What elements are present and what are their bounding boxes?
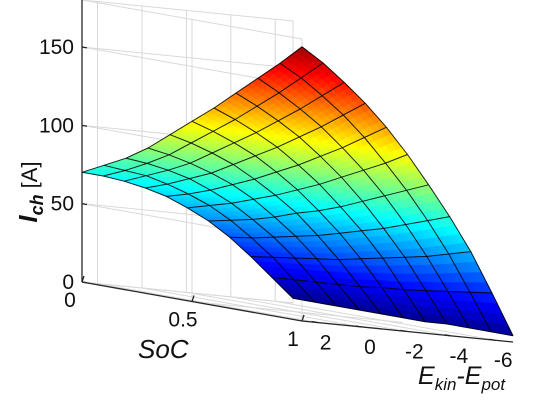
y-tick-label-3: -4 <box>449 345 468 368</box>
y-tick-mark-4 <box>489 338 496 341</box>
axis-layer <box>81 0 514 343</box>
y-label-b-sub: pot <box>480 375 506 394</box>
z-label-sub: ch <box>27 194 47 215</box>
y-tick-mark-0 <box>311 320 318 324</box>
z-axis-label: Ich [A] <box>13 161 47 222</box>
grid-line-z-back-3 <box>81 46 294 69</box>
z-label-unit: [A] <box>17 161 42 188</box>
grid-line-y-floor-3 <box>230 296 451 337</box>
x-tick-mark-0 <box>81 275 85 283</box>
x-tick-mark-2 <box>301 314 305 322</box>
y-tick-label-0: 2 <box>320 332 332 355</box>
z-tick-mark-1 <box>81 203 88 206</box>
box-top-back-edge <box>81 0 294 22</box>
z-tick-mark-2 <box>81 124 88 127</box>
y-tick-label-1: 0 <box>364 336 376 359</box>
y-label-sep: - <box>456 362 464 390</box>
y-axis-label: Ekin-Epot <box>418 362 506 394</box>
x-tick-mark-1 <box>191 295 195 302</box>
z-tick-mark-0 <box>81 281 88 284</box>
mesh-line-energy-7 <box>229 216 450 239</box>
y-tick-mark-3 <box>444 334 451 337</box>
x-tick-label-1: 0.5 <box>168 309 197 332</box>
y-tick-label-4: -6 <box>494 349 513 372</box>
mesh-line-energy-8 <box>250 251 471 261</box>
y-axis-line <box>301 320 514 343</box>
y-tick-mark-1 <box>355 325 363 328</box>
z-tick-label-3: 150 <box>39 36 74 59</box>
tick-layer: 0 50 100 150 0 0.5 1 2 0 -2 -4 -6 <box>39 36 513 372</box>
mesh-line-energy-10 <box>292 297 514 337</box>
y-label-a-sub: kin <box>435 375 457 394</box>
mesh-line-energy-0 <box>81 46 303 173</box>
mesh-layer <box>81 46 514 337</box>
mesh-line-energy-1 <box>102 62 324 177</box>
mesh-line-energy-3 <box>145 102 366 189</box>
mesh-line-energy-4 <box>166 126 387 197</box>
grid-line-y-floor-1 <box>141 287 363 328</box>
grid-line-y-floor-0 <box>97 283 318 324</box>
y-tick-mark-2 <box>400 329 407 333</box>
z-tick-mark-3 <box>81 46 88 49</box>
x-tick-label-2: 1 <box>287 328 299 351</box>
mesh-line-energy-9 <box>271 276 492 294</box>
grid-line-y-floor-2 <box>186 291 407 332</box>
z-tick-label-1: 50 <box>51 193 74 216</box>
surface-layer <box>81 46 514 337</box>
z-label-main: I <box>13 215 43 223</box>
box-top-side-edge <box>81 0 303 40</box>
mesh-line-energy-2 <box>124 81 345 182</box>
x-tick-label-0: 0 <box>64 289 76 312</box>
z-tick-label-2: 100 <box>39 114 74 137</box>
y-tick-label-2: -2 <box>405 340 424 363</box>
y-label-b: E <box>465 362 482 390</box>
y-label-a: E <box>418 362 435 390</box>
mesh-line-energy-6 <box>208 184 429 222</box>
z-tick-label-0: 0 <box>62 271 74 294</box>
x-axis-label: SoC <box>138 334 189 364</box>
grid-line-y-floor-4 <box>275 300 496 341</box>
mesh-line-energy-5 <box>187 154 408 209</box>
